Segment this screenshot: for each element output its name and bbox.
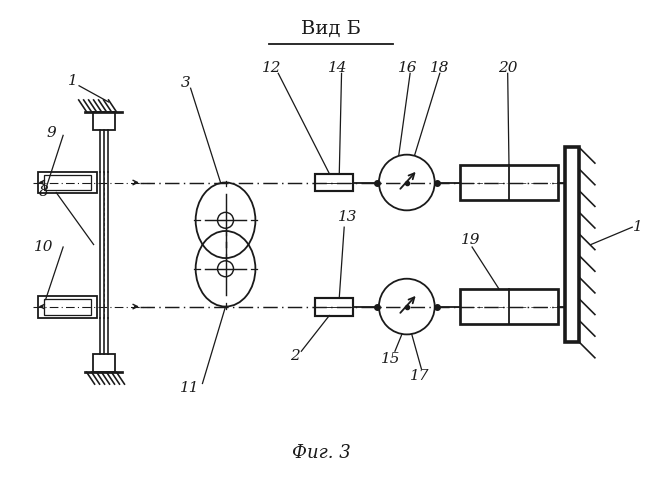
Bar	[44, 175, 91, 191]
Text: 8: 8	[38, 186, 48, 200]
Text: 16: 16	[399, 61, 418, 75]
Text: 19: 19	[461, 233, 481, 247]
Text: 15: 15	[381, 352, 400, 366]
Bar	[565, 147, 579, 342]
Text: 11: 11	[179, 381, 199, 395]
Bar	[93, 354, 115, 372]
Bar	[315, 297, 354, 315]
Text: 13: 13	[338, 210, 357, 224]
Text: 18: 18	[430, 61, 449, 75]
Text: 2: 2	[290, 349, 300, 363]
Bar	[44, 298, 91, 314]
Text: 9: 9	[46, 126, 56, 140]
Text: Вид Б: Вид Б	[301, 19, 361, 38]
Bar	[38, 295, 97, 317]
Text: 17: 17	[410, 369, 430, 383]
Text: 1: 1	[68, 74, 78, 88]
Bar	[93, 112, 115, 130]
Bar	[459, 165, 559, 200]
Text: 20: 20	[498, 61, 518, 75]
Text: 1: 1	[633, 220, 642, 234]
Bar	[38, 172, 97, 194]
Text: 14: 14	[328, 61, 348, 75]
Text: 10: 10	[34, 240, 53, 254]
Text: 3: 3	[181, 76, 191, 90]
Text: Фиг. 3: Фиг. 3	[292, 444, 350, 462]
Bar	[459, 289, 559, 324]
Bar	[315, 174, 354, 192]
Text: 12: 12	[262, 61, 281, 75]
